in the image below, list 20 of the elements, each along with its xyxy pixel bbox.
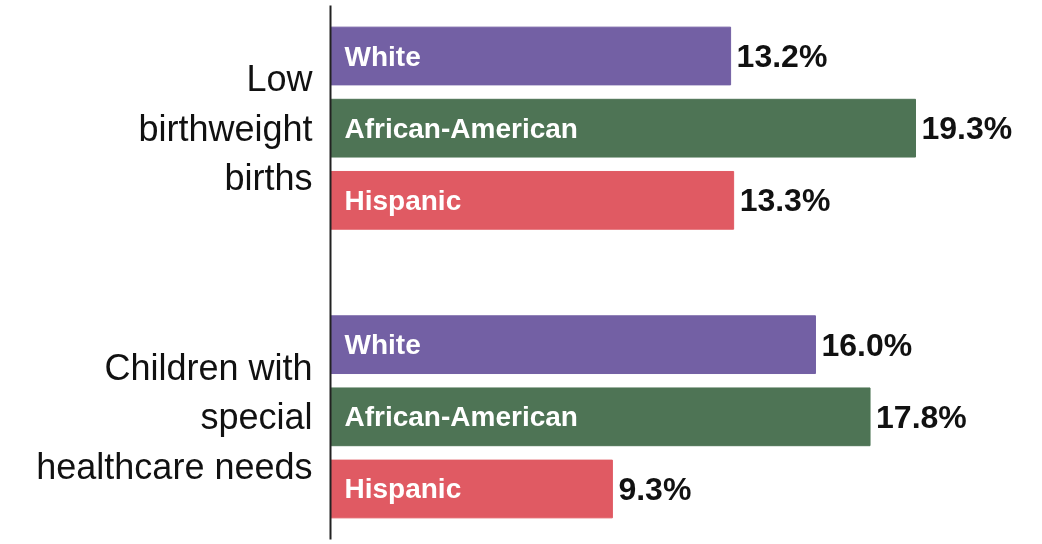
bar bbox=[330, 315, 816, 375]
bar bbox=[330, 387, 871, 447]
data-label: 9.3% bbox=[618, 470, 692, 507]
data-label: 17.8% bbox=[876, 398, 967, 435]
text: White bbox=[344, 329, 421, 361]
text: African-American bbox=[344, 401, 578, 433]
y-tick-label: Children with special healthcare needs bbox=[36, 347, 313, 487]
bar bbox=[330, 459, 613, 519]
data-label: 19.3% bbox=[921, 110, 1013, 147]
series-label: Hispanic bbox=[344, 184, 462, 216]
text: Hispanic bbox=[344, 473, 462, 505]
bar bbox=[330, 26, 732, 86]
bar bbox=[330, 170, 735, 230]
bar bbox=[330, 98, 916, 158]
data-label: 16.0% bbox=[821, 326, 913, 363]
series-label: African-American bbox=[344, 112, 578, 144]
data-label: 13.3% bbox=[739, 182, 831, 219]
data-label: 13.2% bbox=[736, 38, 828, 75]
y-tick-label: Low birthweight births bbox=[138, 58, 314, 198]
series-label: White bbox=[344, 40, 421, 72]
